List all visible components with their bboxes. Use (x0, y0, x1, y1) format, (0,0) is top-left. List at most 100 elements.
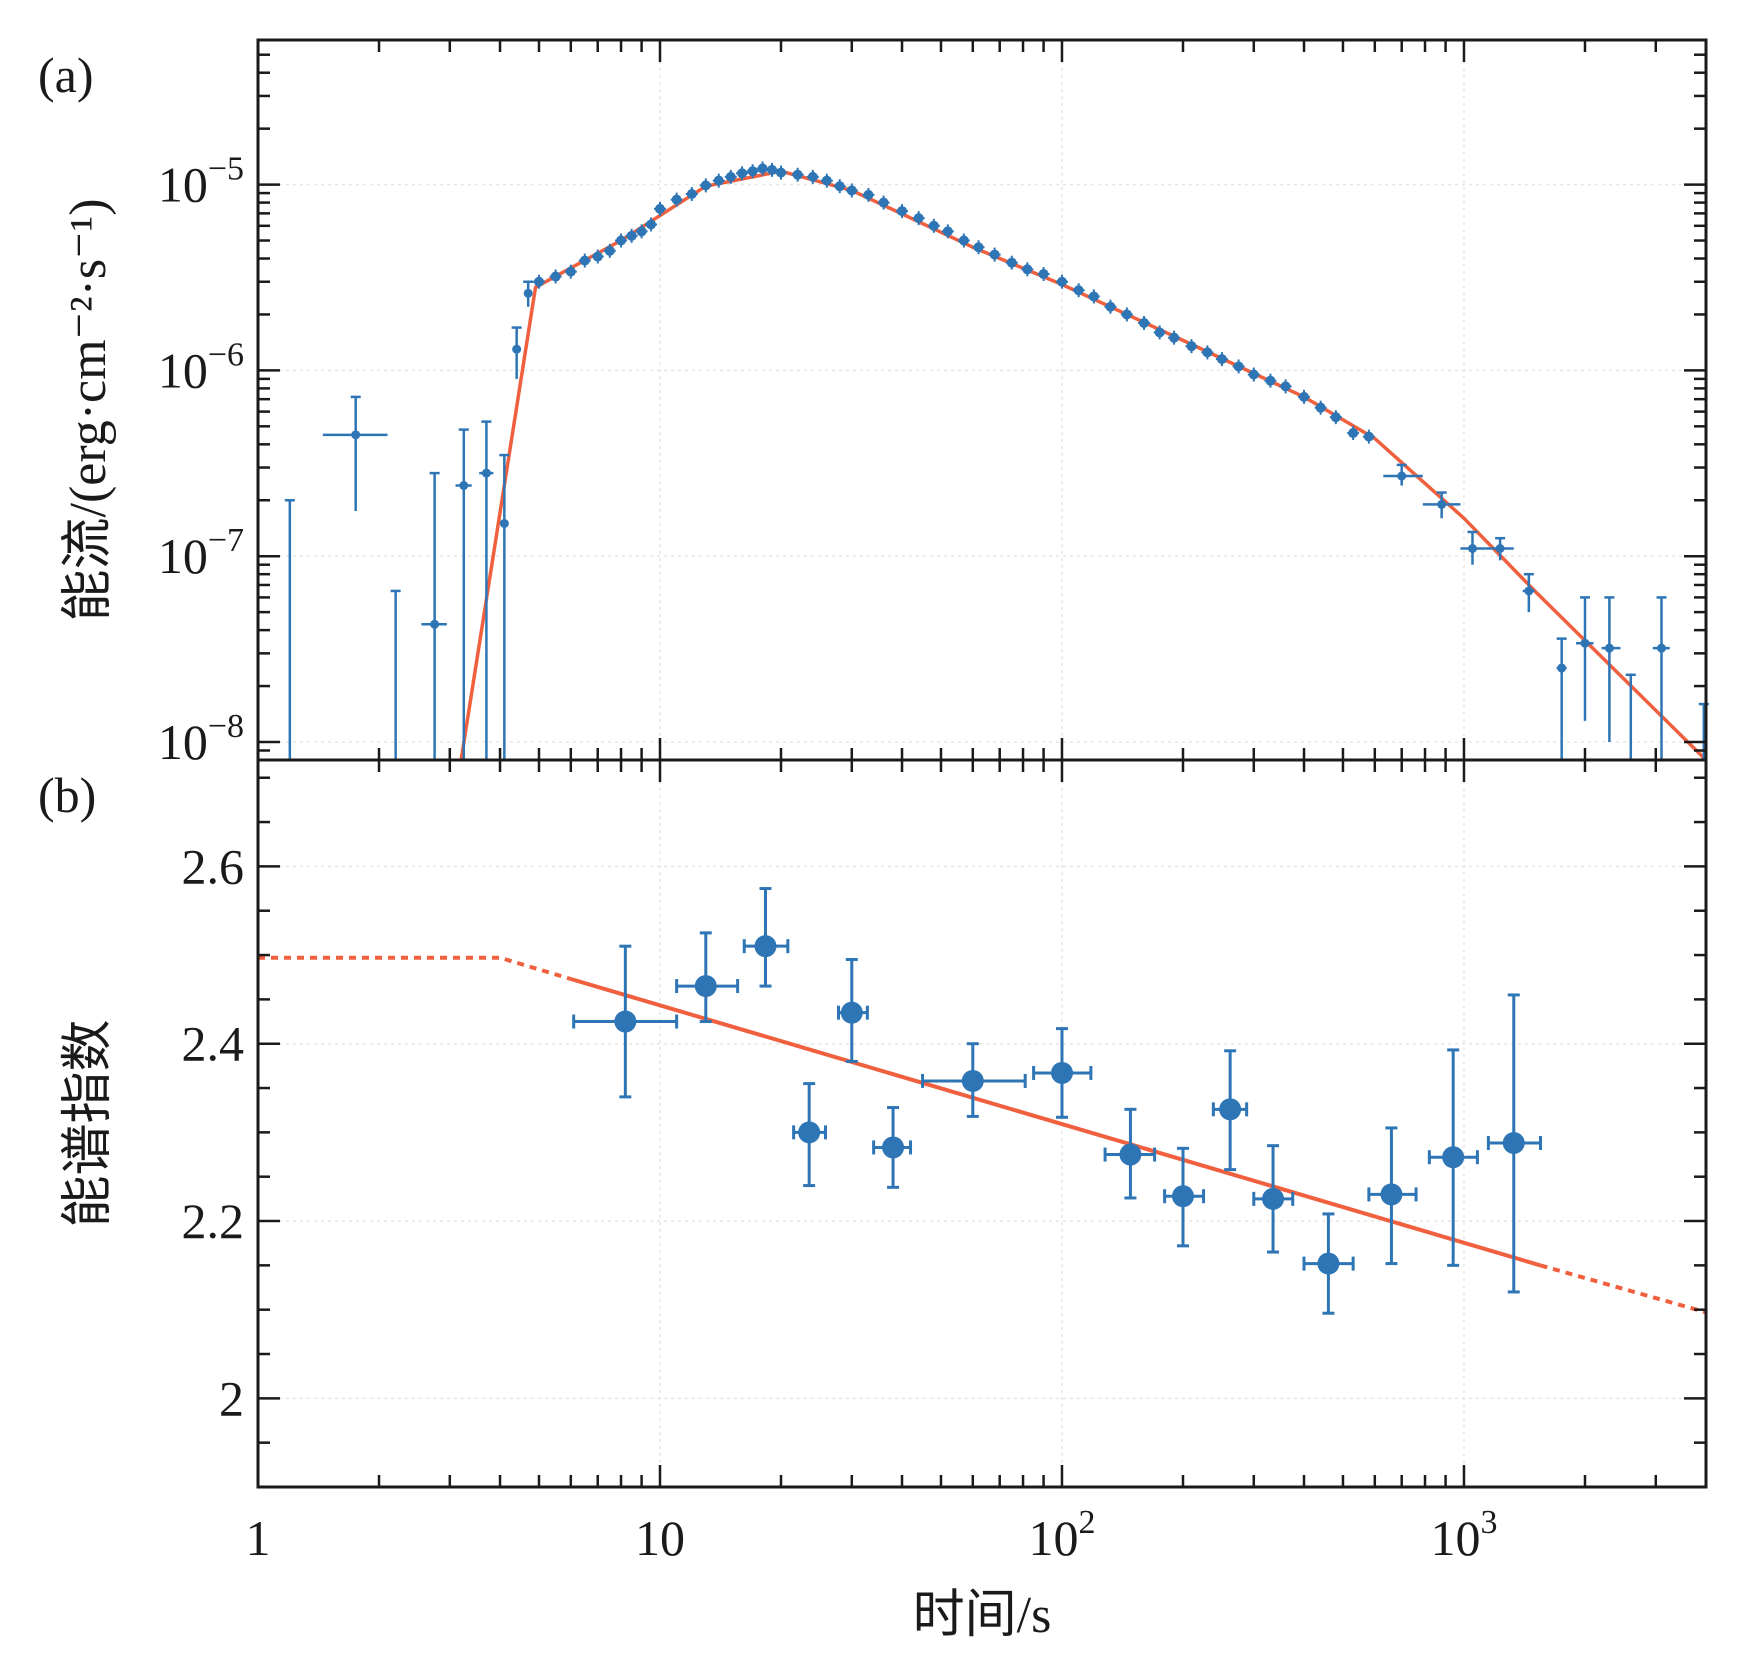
data-point (1154, 327, 1165, 338)
data-point (694, 975, 717, 998)
data-point (840, 1001, 863, 1024)
data-point (1604, 643, 1614, 653)
data-point (737, 168, 748, 179)
data-point (1022, 264, 1033, 275)
data-point (1299, 391, 1310, 402)
data-point (1056, 276, 1067, 287)
x-tick-label: 10 (635, 1510, 685, 1566)
data-point (1524, 586, 1534, 596)
data-point (700, 180, 711, 191)
data-point (592, 251, 603, 262)
data-point (499, 518, 509, 528)
data-point (1657, 643, 1667, 653)
y-tick-label: 2.2 (182, 1193, 245, 1249)
data-point (1038, 269, 1049, 280)
data-point (1050, 1061, 1073, 1084)
panel-b-x-tick-labels: 1 10 102 103 (246, 1504, 1498, 1566)
data-point (1105, 301, 1116, 312)
panel-b-model-line (258, 955, 1707, 1315)
panel-a-frame (256, 38, 1708, 762)
data-point (1262, 1187, 1285, 1210)
data-point (1088, 291, 1099, 302)
data-point (1265, 375, 1276, 386)
y-tick-label: 10−5 (158, 151, 244, 213)
data-point (863, 189, 874, 200)
data-point (747, 166, 758, 177)
data-point (1437, 499, 1447, 509)
panel-a-y-axis-label: 能流/(erg·cm⁻²·s⁻¹) (60, 198, 117, 621)
data-point (1121, 309, 1132, 320)
data-point (1363, 431, 1374, 442)
data-point (1442, 1146, 1465, 1169)
data-point (767, 164, 778, 175)
y-tick-label: 10−6 (158, 336, 244, 398)
data-point (351, 430, 361, 440)
data-point (961, 1069, 984, 1092)
data-point (550, 271, 561, 282)
data-point (565, 266, 576, 277)
data-point (1280, 381, 1291, 392)
x-axis-label: 时间/s (913, 1587, 1052, 1644)
data-point (579, 255, 590, 266)
data-point (1006, 257, 1017, 268)
panel-b-y-axis-label: 能谱指数 (60, 1019, 117, 1227)
data-point (942, 226, 953, 237)
data-point (1495, 543, 1505, 553)
y-tick-label: 2 (219, 1370, 244, 1426)
data-point (989, 249, 1000, 260)
data-point (1216, 354, 1227, 365)
panel-a-y-tick-labels: 10−5 10−6 10−7 10−8 (158, 151, 244, 770)
data-point (807, 171, 818, 182)
data-point (776, 167, 787, 178)
data-point (1315, 402, 1326, 413)
data-point (834, 181, 845, 192)
data-point (1233, 361, 1244, 372)
panel-b-ticks (256, 760, 1708, 1489)
data-point (1248, 369, 1259, 380)
data-point (604, 245, 615, 256)
data-point (1467, 543, 1477, 553)
data-point (459, 481, 469, 491)
data-point (882, 1136, 905, 1159)
panel-b-spectral-index: 2.6 2.4 2.2 2 1 10 102 103 (b) 能谱指数 时间/s (38, 758, 1708, 1644)
y-tick-label: 10−8 (158, 708, 244, 770)
data-point (1139, 317, 1150, 328)
data-point (1380, 1183, 1403, 1206)
y-tick-label: 2.4 (182, 1016, 245, 1072)
data-point (1171, 1185, 1194, 1208)
data-point (481, 468, 491, 478)
data-point (725, 171, 736, 182)
data-point (1348, 428, 1359, 439)
panel-a-tag: (a) (38, 47, 94, 103)
data-point (897, 206, 908, 217)
panel-b-gridlines (257, 760, 1706, 1487)
data-point (1502, 1132, 1525, 1155)
data-point (646, 219, 657, 230)
model-line-dashed (258, 955, 572, 981)
model-curve (459, 169, 1708, 762)
data-point (1557, 663, 1567, 673)
model-line (570, 977, 1542, 1268)
data-point (626, 230, 637, 241)
data-point (512, 344, 522, 354)
panel-a-model-curve (459, 169, 1708, 762)
data-point (846, 185, 857, 196)
panel-b-y-tick-labels: 2.6 2.4 2.2 2 (182, 838, 245, 1426)
x-tick-label: 102 (1028, 1504, 1095, 1566)
data-point (913, 213, 924, 224)
data-point (523, 288, 533, 298)
x-tick-label: 103 (1430, 1504, 1497, 1566)
panel-a-gridlines (257, 40, 1706, 760)
data-point (614, 1010, 637, 1033)
data-point (654, 203, 665, 214)
data-point (798, 1121, 821, 1144)
data-point (792, 169, 803, 180)
data-point (533, 276, 544, 287)
data-point (928, 220, 939, 231)
panel-b-frame (256, 758, 1708, 1489)
data-point (1317, 1252, 1340, 1275)
data-point (1397, 471, 1407, 481)
data-point (636, 226, 647, 237)
model-line-dashed (1539, 1263, 1707, 1315)
